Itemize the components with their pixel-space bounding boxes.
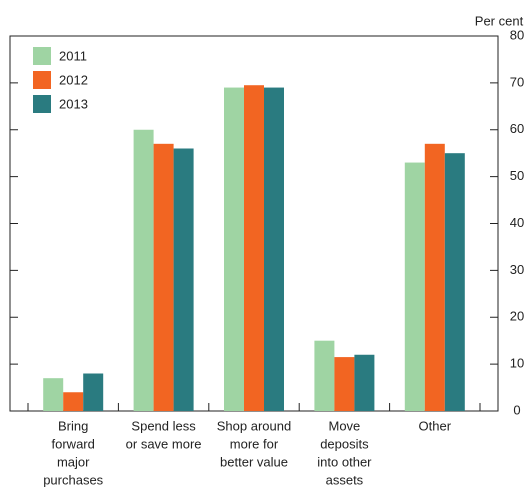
y-tick-label: 50 [510,168,524,183]
x-tick-label: Shop around [217,418,291,433]
bar [83,373,104,411]
y-tick-label: 10 [510,356,524,371]
legend-swatch [33,47,51,65]
legend-swatch [33,95,51,113]
bar [63,392,84,411]
y-tick-label: 60 [510,121,524,136]
bar [334,357,355,411]
bar [404,162,425,411]
y-tick-label: 70 [510,74,524,89]
y-tick-label: 20 [510,309,524,324]
x-tick-label: assets [326,472,364,487]
y-tick-label: 80 [510,27,524,42]
x-tick-label: Spend less [131,418,196,433]
bar [444,153,465,411]
legend-swatch [33,71,51,89]
x-tick-label: more for [230,436,279,451]
y-unit-label: Per cent [475,13,524,28]
bar [224,87,244,411]
x-tick-label: into other [317,454,372,469]
bar [244,85,264,411]
x-tick-label: major [57,454,90,469]
x-tick-label: deposits [320,436,369,451]
x-tick-label: better value [220,454,288,469]
bar [133,129,154,411]
y-tick-label: 40 [510,215,524,230]
legend-label: 2013 [59,96,88,111]
x-tick-label: or save more [126,436,202,451]
bar [264,87,284,411]
y-tick-label: 30 [510,262,524,277]
bar [173,148,194,411]
legend-label: 2011 [59,48,87,63]
legend-label: 2012 [59,72,88,87]
bar [43,378,64,411]
x-tick-label: forward [52,436,95,451]
x-tick-label: Move [329,418,361,433]
bar [153,143,174,411]
x-tick-label: purchases [43,472,103,487]
x-tick-label: Bring [58,418,88,433]
x-tick-label: Other [419,418,452,433]
y-tick-label: 0 [513,402,520,417]
bar [424,143,445,411]
bar [314,340,335,411]
bar [354,354,375,411]
